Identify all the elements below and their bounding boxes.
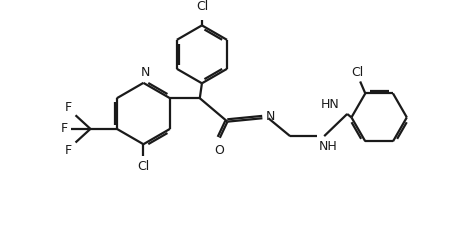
- Text: N: N: [266, 110, 275, 124]
- Text: NH: NH: [319, 140, 337, 153]
- Text: F: F: [65, 101, 72, 114]
- Text: Cl: Cl: [352, 66, 364, 79]
- Text: HN: HN: [321, 98, 339, 110]
- Text: O: O: [214, 144, 224, 157]
- Text: Cl: Cl: [196, 0, 208, 13]
- Text: F: F: [61, 122, 68, 135]
- Text: Cl: Cl: [137, 160, 149, 173]
- Text: F: F: [65, 144, 72, 157]
- Text: N: N: [141, 66, 150, 79]
